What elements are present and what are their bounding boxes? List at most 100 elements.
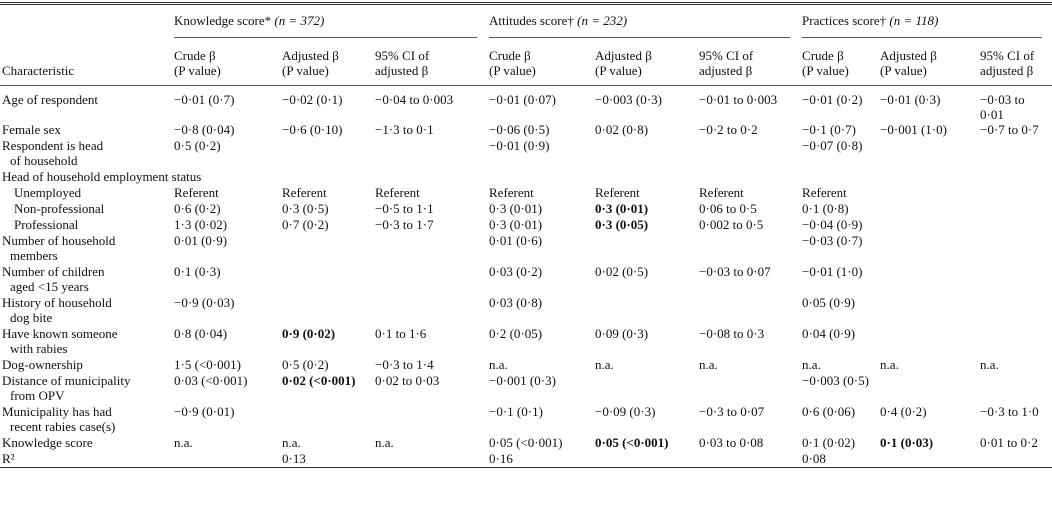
table-cell: 0·01 (0·6): [489, 233, 543, 248]
table-cell: −0·08 to 0·3: [699, 326, 765, 341]
table-cell: 0·1 (0·02): [802, 435, 856, 450]
table-cell: −0·03 to 0·07: [699, 264, 771, 279]
table-row: Female sex −0·8 (0·04) −0·6 (0·10) −1·3 to …: [0, 122, 1052, 138]
row-label-line: Age of respondent: [2, 92, 99, 107]
column-header: 95% CI of adjusted β: [697, 38, 801, 86]
group-title: Attitudes score† (n = 232): [489, 5, 791, 38]
row-label: Number of children aged <15 years: [0, 264, 172, 295]
table-cell: 0·2 (0·05): [489, 326, 543, 341]
table-cell: 0·03 to 0·08: [699, 435, 764, 450]
table-cell: [697, 295, 800, 326]
table-row: Dog-ownership 1·5 (<0·001) 0·5 (0·2) −0·3 t…: [0, 357, 1052, 373]
row-label: Municipality has had recent rabies case(s…: [0, 404, 172, 435]
table-cell: 0·01 (0·9): [174, 233, 228, 248]
table-row: History of household dog bite −0·9 (0·03) 0…: [0, 295, 1052, 326]
group-n: (n = 372): [274, 13, 325, 28]
table-cell: −0·07 (0·8): [802, 138, 863, 153]
table-row: Unemployed Referent Referent Referent Refere…: [0, 185, 1052, 201]
column-header-line: adjusted β: [375, 63, 429, 78]
table-cell: 0·6 (0·2): [174, 201, 221, 216]
table-cell: n.a.: [282, 435, 301, 450]
table-cell: Referent: [802, 185, 847, 200]
table-cell: [878, 217, 978, 233]
table-cell: [978, 264, 1052, 295]
group-label: Attitudes score†: [489, 13, 574, 28]
table-row: Knowledge score n.a. n.a. n.a. 0·05 (<0·001)…: [0, 435, 1052, 451]
row-label-line: dog bite: [10, 310, 53, 325]
table-cell: −0·01 (0·07): [489, 92, 556, 107]
group-title: Practices score† (n = 118): [802, 5, 1043, 38]
row-label-line: of household: [10, 153, 78, 168]
table-cell: −0·001 (0·3): [489, 373, 556, 388]
row-label: Female sex: [0, 122, 172, 138]
table-cell: [978, 201, 1052, 217]
row-label: Respondent is head of household: [0, 138, 172, 169]
table-cell: [878, 373, 978, 404]
row-label: Unemployed: [0, 185, 172, 201]
column-header-line: Crude β: [802, 48, 844, 63]
table-cell: [978, 185, 1052, 201]
table-cell: n.a.: [375, 435, 394, 450]
table-cell: [593, 373, 697, 404]
column-header-line: 95% CI of: [980, 48, 1035, 63]
column-header: Adjusted β (P value): [593, 38, 698, 86]
table-row: Number of household members 0·01 (0·9) 0·01…: [0, 233, 1052, 264]
table-cell: −0·3 to 0·07: [699, 404, 765, 419]
row-label: Number of household members: [0, 233, 172, 264]
table-cell: 0·02 (0·8): [595, 122, 649, 137]
table-cell: 0·9 (0·02): [280, 326, 373, 357]
table-row: Non-professional 0·6 (0·2) 0·3 (0·5) −0·5 t…: [0, 201, 1052, 217]
table-cell: 0·002 to 0·5: [699, 217, 764, 232]
column-header: Adjusted β (P value): [878, 38, 979, 86]
table-cell: n.a.: [802, 357, 821, 372]
group-label: Knowledge score*: [174, 13, 272, 28]
row-label-line: Respondent is head: [2, 138, 104, 153]
table-cell-bold: 0·3 (0·05): [595, 217, 649, 232]
group-n: (n = 118): [889, 13, 939, 28]
row-label-line: Knowledge score: [2, 435, 93, 450]
table-cell: [373, 295, 487, 326]
row-label: R²: [0, 451, 172, 468]
table-cell: 0·03 (0·8): [489, 295, 543, 310]
table-cell: −0·9 (0·03): [174, 295, 235, 310]
row-label-line: Unemployed: [14, 185, 82, 200]
row-label-line: recent rabies case(s): [10, 419, 116, 434]
column-header-line: Crude β: [489, 48, 531, 63]
table-cell: [878, 233, 978, 264]
table-cell-bold: 0·9 (0·02): [282, 326, 336, 341]
table-row: Age of respondent −0·01 (0·7) −0·02 (0·1) −…: [0, 86, 1052, 123]
row-label-line: Number of household: [2, 233, 116, 248]
table-cell: −0·9 (0·01): [174, 404, 235, 419]
table-cell: −1·3 to 0·1: [375, 122, 434, 137]
table-cell: [878, 138, 978, 169]
column-header-line: (P value): [489, 63, 536, 78]
table-cell: −0·003 (0·5): [802, 373, 869, 388]
table-cell: 0·13: [282, 451, 306, 466]
column-header-line: Adjusted β: [595, 48, 652, 63]
table-row: Respondent is head of household 0·5 (0·2) −…: [0, 138, 1052, 169]
row-label-line: Municipality has had: [2, 404, 112, 419]
table-cell: [697, 451, 800, 468]
table-cell: 0·5 (0·2): [174, 138, 221, 153]
table-cell: Referent: [174, 185, 219, 200]
table-cell: [697, 233, 800, 264]
table-cell: −0·04 (0·9): [802, 217, 863, 232]
column-header-line: (P value): [802, 63, 849, 78]
group-n: (n = 232): [577, 13, 628, 28]
column-header: Crude β (P value): [800, 38, 879, 86]
table-cell-bold: 0·3 (0·01): [595, 201, 649, 216]
table-cell: 0·3 (0·01): [489, 201, 543, 216]
table-cell: 0·05 (<0·001): [489, 435, 563, 450]
table-cell: −0·04 to 0·003: [375, 92, 454, 107]
table-cell: −0·3 to 1·7: [375, 217, 434, 232]
table-cell: [878, 326, 978, 357]
table-cell: −0·01 (0·9): [489, 138, 550, 153]
table-cell: 0·3 (0·5): [282, 201, 329, 216]
table-cell: −0·5 to 1·1: [375, 201, 434, 216]
row-label: Distance of municipality from OPV: [0, 373, 172, 404]
table-cell: 0·05 (0·9): [802, 295, 856, 310]
row-label-line: History of household: [2, 295, 112, 310]
column-header-line: adjusted β: [699, 63, 753, 78]
table-cell: 0·1 to 1·6: [375, 326, 427, 341]
